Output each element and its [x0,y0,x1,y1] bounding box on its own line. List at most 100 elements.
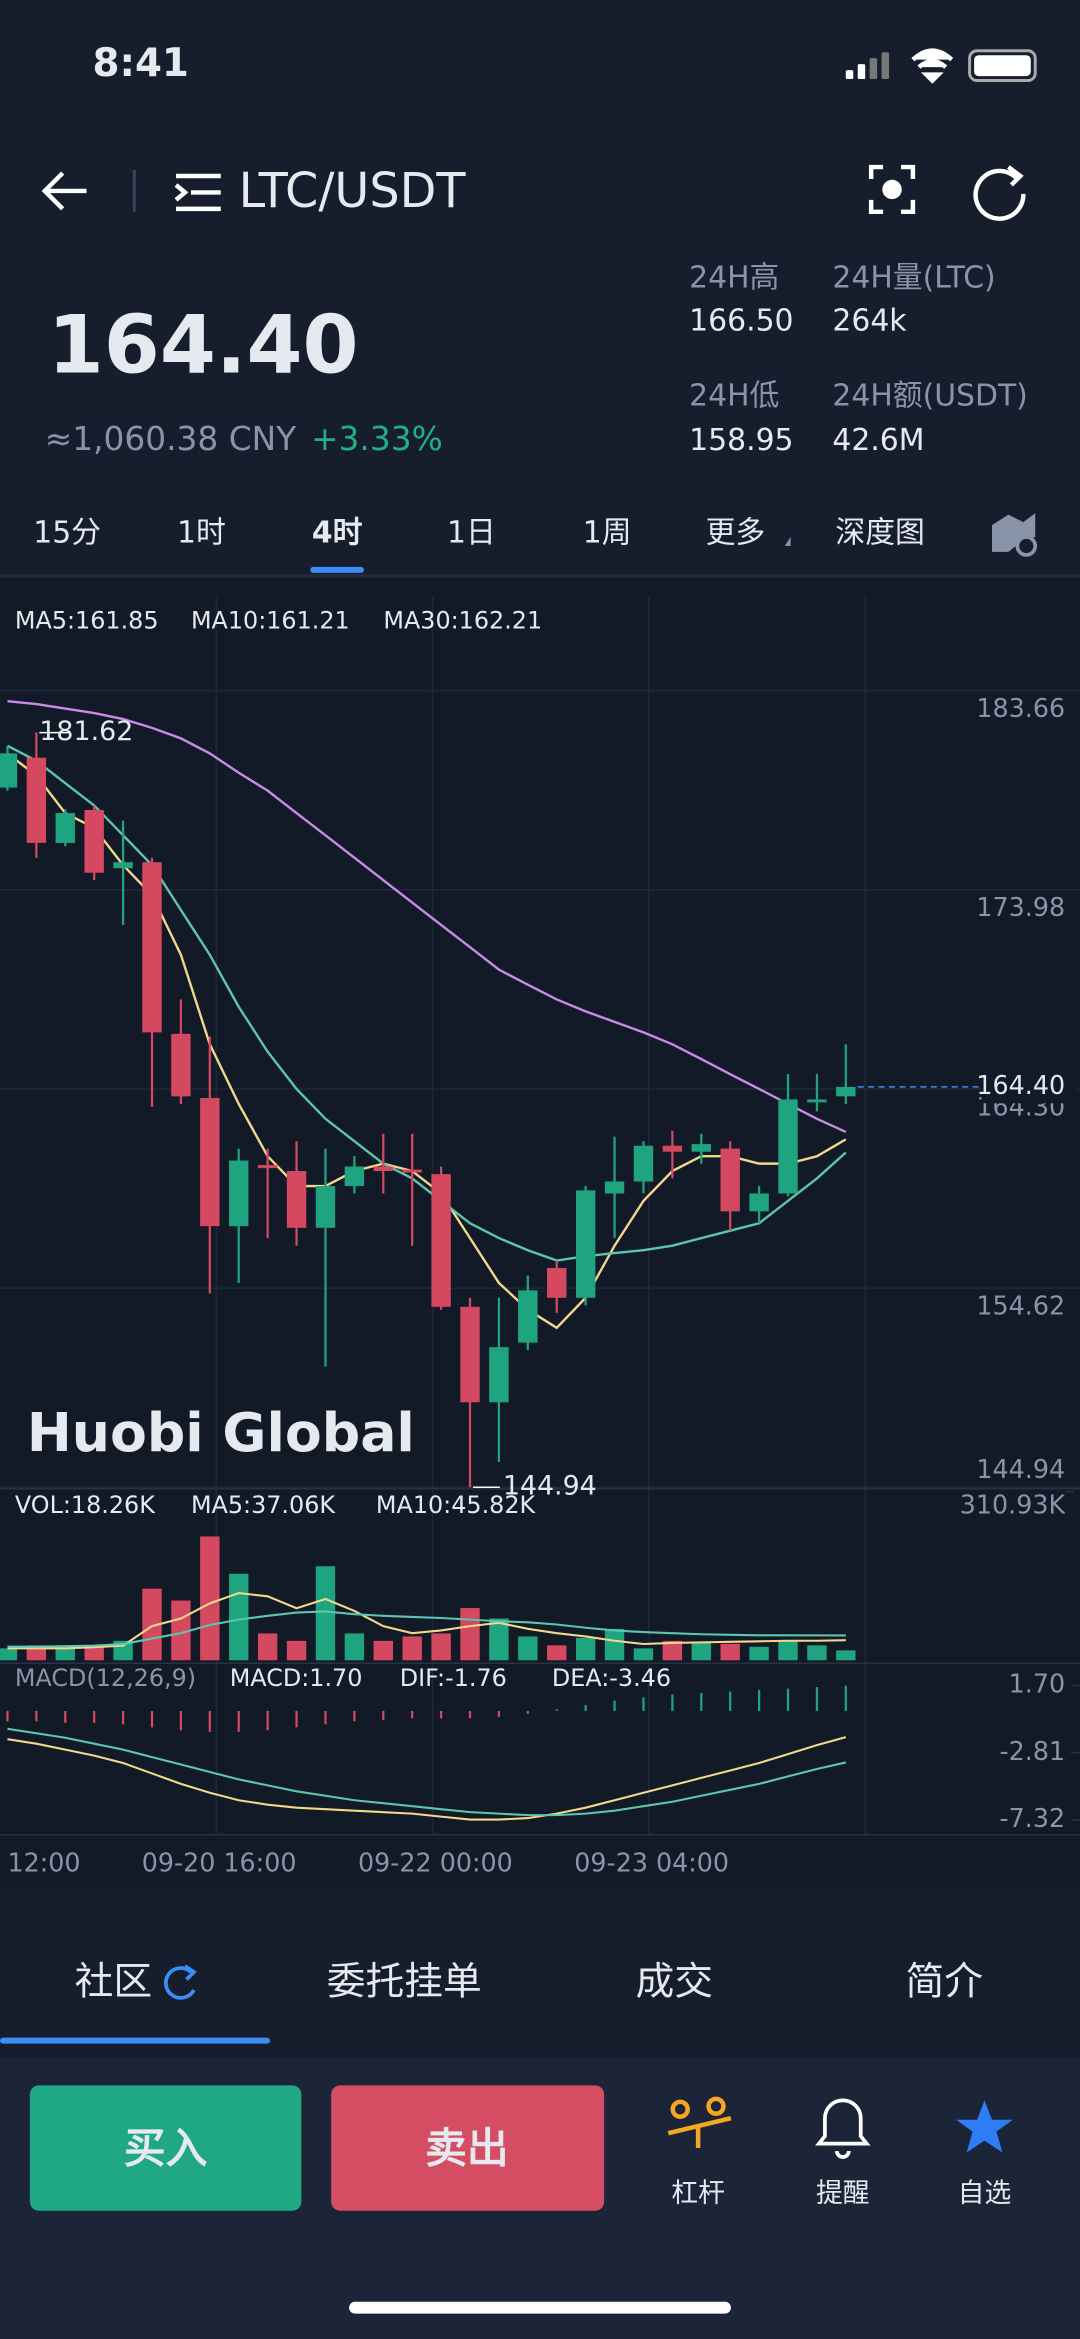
interval-tab[interactable]: 1时 [177,516,226,551]
stat-value: 264k [832,304,907,339]
favorite-icon[interactable] [956,2100,1013,2153]
chart-settings-icon[interactable] [991,513,1038,557]
leverage-icon[interactable] [667,2096,732,2149]
candle-body [662,1145,683,1152]
volume-bar [691,1642,711,1661]
y-tick-label: 310.93K [960,1490,1067,1520]
current-price-tag [981,1070,1078,1104]
action-label: 杠杆 [671,2178,725,2209]
interval-tab[interactable]: 15分 [33,516,101,551]
stat-value: 166.50 [689,304,793,339]
volume-legend: VOL:18.26K [15,1491,156,1519]
volume-ma-legend: MA10:45.82K [376,1491,537,1519]
tab[interactable]: 社区 [75,1959,153,2004]
volume-bar [807,1645,827,1661]
signal-icon [845,52,890,80]
tab-refresh-icon [163,1964,197,2000]
battery-level [974,55,1031,77]
candle-body [171,1033,191,1097]
interval-tab[interactable]: 1日 [447,516,496,551]
stat-value: 42.6M [832,423,924,458]
ma-line [6,744,847,1262]
candle-body [547,1267,567,1298]
tab-underline [0,2037,271,2044]
pair-title: LTC/USDT [239,164,467,219]
menu-icon[interactable] [174,173,221,212]
y-tick-label: 183.66 [976,693,1065,723]
candle-body [836,1086,856,1097]
candle-body [344,1166,365,1187]
candle-body [489,1347,509,1403]
interval-tab[interactable]: 深度图 [835,516,924,551]
y-tick-label: 173.98 [976,892,1065,922]
sell-button[interactable] [331,2085,605,2211]
volume-bar [55,1648,75,1661]
refresh-icon[interactable] [973,165,1026,221]
volume-bar [633,1648,654,1661]
interval-tab[interactable]: 1周 [583,516,632,551]
macd-legend: DIF:-1.76 [400,1664,507,1692]
stat-value: 158.95 [689,423,793,458]
stat-label: 24H高 [689,260,779,295]
stat-label: 24H额(USDT) [832,378,1027,413]
macd-line [7,1727,847,1817]
candle-body [691,1144,711,1152]
volume-bar [662,1640,683,1661]
x-tick-label: 09-23 04:00 [574,1848,729,1878]
x-tick-label: 12:00 [7,1848,80,1878]
volume-bar [547,1645,567,1661]
alert-icon[interactable] [815,2098,871,2159]
macd-legend: MACD(12,26,9) [15,1664,196,1692]
candle-body [575,1190,596,1298]
volume-bar [778,1640,798,1661]
ma-legend: MA5:161.85 [15,607,159,635]
candle-body [200,1097,220,1227]
tab[interactable]: 委托挂单 [327,1959,482,2004]
volume-ma-line [7,1610,846,1648]
back-button[interactable] [41,171,87,211]
chart-background [0,578,1080,1889]
candle-body [257,1165,278,1169]
candle-body [431,1174,451,1307]
buy-button[interactable] [29,2085,302,2211]
candle-body [518,1290,538,1343]
last-price: 164.40 [48,298,359,392]
volume-bar [0,1648,18,1661]
candle-body [286,1171,307,1228]
high-label: 181.62 [39,716,133,747]
volume-bar [604,1628,625,1661]
candle-body [315,1186,336,1228]
candle-body [0,753,18,788]
tab[interactable]: 简介 [905,1959,983,2004]
macd-line [7,1736,847,1821]
macd-legend: DEA:-3.46 [552,1664,671,1692]
y-tick-label: 154.62 [976,1290,1065,1320]
volume-bar [373,1640,393,1661]
interval-tab[interactable]: 4时 [312,516,363,551]
candle-body [142,862,162,1033]
volume-bar [257,1633,278,1661]
candle-body [402,1169,422,1173]
volume-bar [402,1636,422,1661]
home-indicator [349,2301,731,2314]
volume-bar [344,1633,365,1661]
stat-label: 24H量(LTC) [832,260,995,295]
volume-bar [749,1646,769,1661]
candle-body [720,1148,740,1212]
sell-label: 卖出 [425,2124,509,2173]
volume-bar [489,1618,509,1661]
volume-bar [518,1636,538,1661]
candle-body [113,862,133,869]
wifi-icon [911,48,954,84]
interval-tab[interactable]: 更多 [706,516,766,551]
candle-body [778,1099,798,1194]
candle-body [633,1145,654,1182]
tab[interactable]: 成交 [635,1959,713,2004]
y-tick-label: 1.70 [1009,1669,1065,1699]
ma-line [7,699,847,1134]
status-time: 8:41 [92,41,188,86]
scan-icon[interactable] [868,164,916,215]
watermark: Huobi Global [27,1401,415,1464]
